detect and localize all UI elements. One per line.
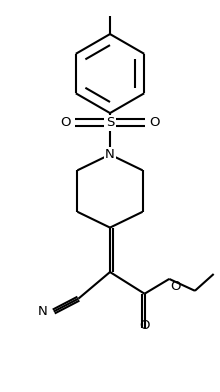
Text: O: O — [170, 280, 181, 293]
Text: O: O — [150, 116, 160, 129]
Text: N: N — [105, 148, 115, 161]
Text: N: N — [38, 305, 48, 318]
Text: S: S — [106, 116, 114, 129]
Text: O: O — [60, 116, 70, 129]
Text: O: O — [139, 319, 150, 332]
